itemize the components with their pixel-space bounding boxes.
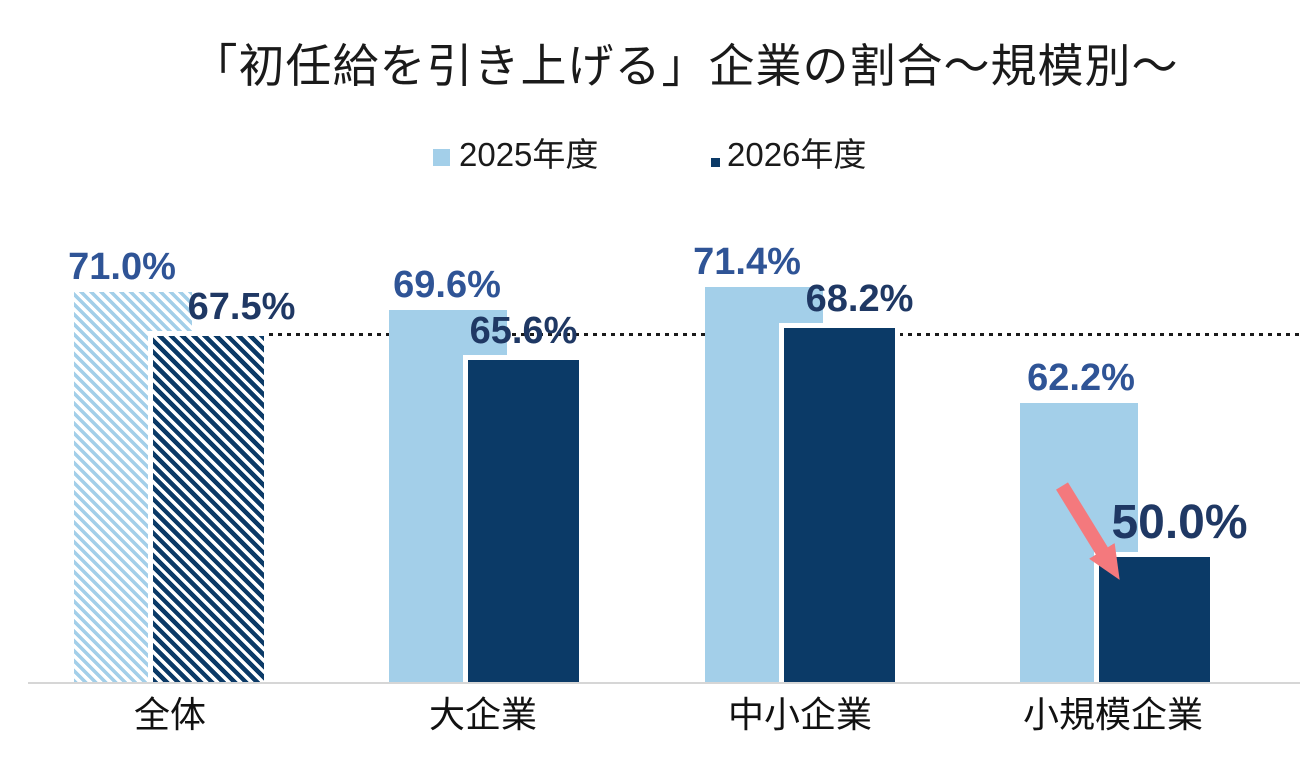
bar-2026年度-全体	[148, 331, 269, 683]
value-label-2025年度-小規模企業: 62.2%	[1027, 357, 1135, 399]
category-label-大企業: 大企業	[428, 694, 538, 735]
category-label-全体: 全体	[133, 694, 207, 735]
value-label-2025年度-大企業: 69.6%	[393, 264, 501, 306]
category-label-小規模企業: 小規模企業	[1022, 694, 1204, 735]
x-axis-line	[28, 682, 1300, 684]
chart-title: 「初任給を引き上げる」企業の割合～規模別～	[191, 40, 1179, 92]
value-label-2026年度-中小企業: 68.2%	[805, 278, 914, 320]
bar-2026年度-小規模企業	[1094, 552, 1215, 683]
value-label-2025年度-全体: 71.0%	[68, 246, 176, 288]
category-label-中小企業: 中小企業	[727, 694, 873, 735]
legend-swatch-2026	[711, 158, 720, 167]
value-label-2026年度-全体: 67.5%	[187, 286, 296, 328]
value-label-2026年度-大企業: 65.6%	[469, 310, 578, 352]
legend-label-2026: 2026年度	[727, 136, 867, 173]
bar-2026年度-中小企業	[779, 323, 900, 683]
legend-label-2025: 2025年度	[459, 136, 599, 173]
value-label-2025年度-中小企業: 71.4%	[693, 241, 801, 283]
legend-swatch-2025	[433, 149, 450, 166]
bar-2026年度-大企業	[463, 355, 584, 683]
value-label-2026年度-小規模企業: 50.0%	[1111, 496, 1248, 549]
